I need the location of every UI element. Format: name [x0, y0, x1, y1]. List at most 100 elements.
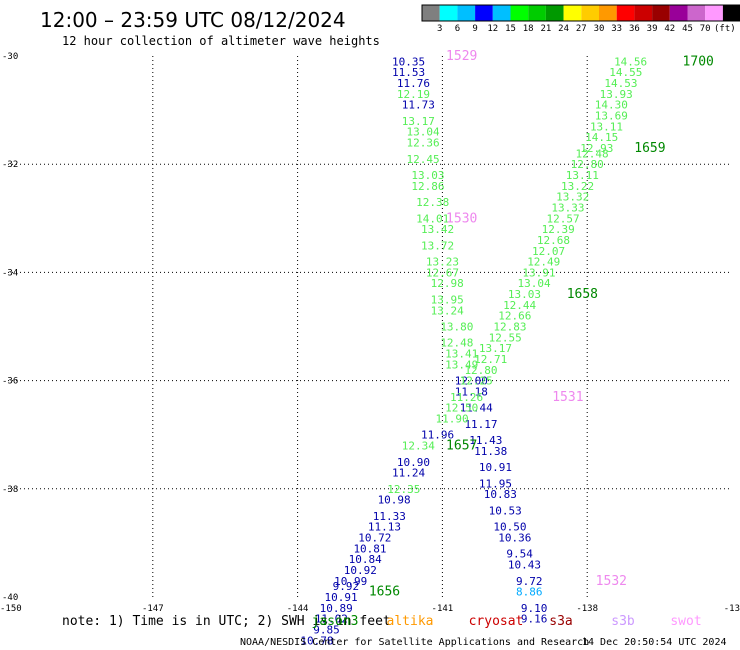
wave-height-value: 13.42 — [421, 223, 454, 236]
colorbar-border — [421, 4, 740, 22]
x-tick-label: -150 — [0, 604, 22, 614]
wave-height-value: 10.35 — [392, 55, 425, 68]
wave-height-value: 13.93 — [600, 88, 633, 101]
colorbar-tick-label: 39 — [647, 24, 658, 34]
wave-height-value: 9.10 — [521, 602, 548, 615]
legend-entry-cryosat: cryosat — [469, 614, 524, 629]
y-tick-label: -32 — [2, 160, 18, 170]
colorbar: 3 6 9 12 15 18 21 24 27 30 33 36 39 42 45 70 — [421, 4, 740, 34]
colorbar-tick-label: 21 — [540, 24, 551, 34]
wave-height-value: 13.03 — [508, 288, 541, 301]
wave-height-value: 12.39 — [542, 223, 575, 236]
wave-height-value: 11.17 — [464, 418, 497, 431]
colorbar-tick-label: 15 — [505, 24, 516, 34]
colorbar-swatch — [475, 5, 493, 21]
wave-height-value: 10.36 — [498, 531, 531, 544]
wave-height-value: 14.15 — [585, 131, 618, 144]
pass-time-label: 1531 — [552, 390, 583, 405]
pass-time-label: 1529 — [446, 49, 477, 64]
pass-time-label: 1658 — [567, 287, 598, 302]
wave-height-value: 12.80 — [571, 158, 604, 171]
pass-time-label: 1530 — [446, 211, 477, 226]
footnote: note: 1) Time is in UTC; 2) SWH is in fe… — [62, 614, 391, 629]
wave-height-value: 12.25 — [460, 375, 493, 388]
chart-title: 12:00 – 23:59 UTC 08/12/2024 — [40, 8, 346, 32]
colorbar-tick-label: 24 — [558, 24, 569, 34]
generated-timestamp: 14 Dec 20:50:54 UTC 2024 — [582, 637, 727, 648]
wave-height-value: 13.23 — [426, 256, 459, 269]
colorbar-tick-label: 45 — [682, 24, 693, 34]
colorbar-tick-label: 12 — [487, 24, 498, 34]
wave-height-value: 10.98 — [378, 494, 411, 507]
legend-entry-s3b: s3b — [611, 614, 635, 629]
y-tick-label: -30 — [2, 52, 18, 62]
wave-height-value: 13.91 — [522, 266, 555, 279]
wave-height-value: 12.98 — [431, 277, 464, 290]
wave-height-value: 13.72 — [421, 239, 454, 252]
wave-height-value: 13.11 — [566, 169, 599, 182]
wave-height-value: 12.80 — [464, 364, 497, 377]
wave-height-value: 11.24 — [392, 467, 425, 480]
pass-time-label: 1700 — [683, 54, 714, 69]
legend-entry-s3a: s3a — [549, 614, 572, 629]
wave-height-value: 9.72 — [516, 575, 543, 588]
wave-height-value: 11.18 — [455, 385, 488, 398]
y-tick-label: -38 — [2, 485, 18, 495]
wave-height-value: 14.01 — [416, 212, 449, 225]
wave-height-value: 10.43 — [508, 559, 541, 572]
wave-height-value: 9.54 — [506, 548, 533, 561]
colorbar-tick-label: 6 — [455, 24, 460, 34]
colorbar-tick-label: 27 — [576, 24, 587, 34]
colorbar-tick-label: 9 — [472, 24, 477, 34]
pass-time-labels: 1529 1530 1531 1532 1700 1659 1658 1657 1656 — [369, 49, 714, 600]
wave-height-value: 11.43 — [469, 434, 502, 447]
colorbar-tick-label: 70 — [700, 24, 711, 34]
colorbar-swatch — [705, 5, 723, 21]
wave-height-value: 12.83 — [493, 321, 526, 334]
wave-height-value: 12.36 — [407, 137, 440, 150]
wave-height-points: 10.3511.5311.7612.1911.7313.1713.0412.36… — [300, 55, 647, 647]
wave-height-value: 11.90 — [435, 412, 468, 425]
wave-height-value: 11.44 — [460, 402, 493, 415]
wave-height-value: 10.90 — [397, 456, 430, 469]
wave-height-value: 12.86 — [411, 180, 444, 193]
colorbar-tick-label: 3 — [437, 24, 442, 34]
wave-height-value: 11.53 — [392, 66, 425, 79]
colorbar-tick-label: 30 — [594, 24, 605, 34]
colorbar-tick-label: 33 — [611, 24, 622, 34]
wave-height-value: 8.86 — [516, 586, 543, 599]
colorbar-swatch — [634, 5, 653, 21]
wave-height-value: 11.02 — [315, 613, 348, 626]
wave-height-value: 12.71 — [474, 353, 507, 366]
pass-time-label: 1532 — [596, 574, 627, 589]
wave-height-value: 14.53 — [604, 77, 637, 90]
wave-height-value: 13.95 — [431, 293, 464, 306]
wave-height-value: 13.17 — [402, 115, 435, 128]
x-tick-label: -144 — [287, 604, 309, 614]
wave-height-value: 11.33 — [373, 510, 406, 523]
wave-height-value: 11.95 — [479, 477, 512, 490]
wave-height-value: 14.55 — [609, 66, 642, 79]
colorbar-swatch — [510, 5, 529, 21]
wave-height-value: 12.68 — [537, 234, 570, 247]
wave-height-value: 13.22 — [561, 180, 594, 193]
wave-height-value: 13.49 — [445, 358, 478, 371]
wave-height-value: 12.49 — [527, 256, 560, 269]
colorbar-swatch — [599, 5, 617, 21]
wave-height-value: 13.41 — [445, 348, 478, 361]
wave-height-value: 10.91 — [479, 461, 512, 474]
wave-height-value: 12.19 — [397, 88, 430, 101]
colorbar-swatch — [528, 5, 546, 21]
wave-height-value: 13.69 — [595, 110, 628, 123]
colorbar-unit: (ft) — [714, 24, 736, 34]
pass-time-label: 1657 — [446, 439, 477, 454]
wave-height-value: 12.38 — [416, 196, 449, 209]
wave-height-value: 10.91 — [324, 591, 357, 604]
wave-height-value: 12.48 — [575, 147, 608, 160]
wave-height-value: 12.45 — [407, 153, 440, 166]
wave-height-value: 11.73 — [402, 99, 435, 112]
colorbar-swatch — [722, 5, 740, 21]
colorbar-swatch — [669, 5, 688, 21]
wave-height-value: 10.53 — [489, 504, 522, 517]
